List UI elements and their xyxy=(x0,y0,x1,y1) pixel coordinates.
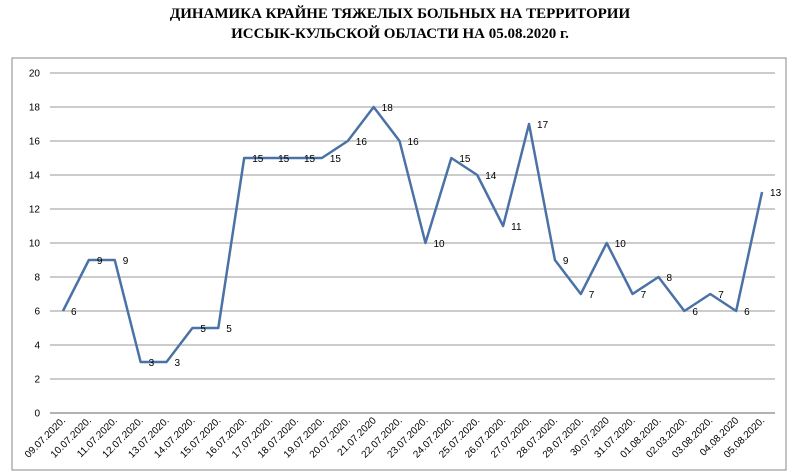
y-tick-label: 0 xyxy=(34,409,40,420)
data-label: 10 xyxy=(433,239,445,250)
data-label: 15 xyxy=(278,154,290,165)
data-label: 5 xyxy=(226,324,232,335)
data-label: 15 xyxy=(330,154,342,165)
data-label: 11 xyxy=(511,222,522,233)
data-label: 17 xyxy=(537,120,549,131)
data-label: 9 xyxy=(97,256,103,267)
data-label: 7 xyxy=(641,290,647,301)
data-label: 16 xyxy=(408,137,420,148)
y-tick-label: 20 xyxy=(29,69,41,80)
chart-title: ИССЫК-КУЛЬСКОЙ ОБЛАСТИ НА 05.08.2020 г. xyxy=(231,25,569,42)
y-tick-label: 14 xyxy=(29,171,41,182)
data-label: 7 xyxy=(589,290,595,301)
chart-title: ДИНАМИКА КРАЙНЕ ТЯЖЕЛЫХ БОЛЬНЫХ НА ТЕРРИ… xyxy=(170,5,631,22)
chart-frame xyxy=(11,57,787,471)
data-label: 7 xyxy=(718,290,724,301)
data-label: 8 xyxy=(666,273,672,284)
y-tick-label: 12 xyxy=(29,205,41,216)
data-label: 18 xyxy=(382,103,394,114)
data-label: 10 xyxy=(615,239,627,250)
data-label: 3 xyxy=(175,358,181,369)
data-label: 9 xyxy=(123,256,129,267)
y-tick-label: 18 xyxy=(29,103,41,114)
data-label: 6 xyxy=(71,307,77,318)
data-label: 14 xyxy=(485,171,497,182)
y-tick-label: 8 xyxy=(34,273,40,284)
y-tick-label: 6 xyxy=(34,307,40,318)
data-label: 13 xyxy=(770,188,782,199)
line xyxy=(61,105,764,364)
data-label: 3 xyxy=(149,358,155,369)
data-label: 15 xyxy=(459,154,471,165)
data-label: 9 xyxy=(563,256,569,267)
data-label: 15 xyxy=(304,154,316,165)
y-tick-label: 16 xyxy=(29,137,41,148)
data-label: 15 xyxy=(252,154,264,165)
data-label: 6 xyxy=(744,307,750,318)
data-label: 6 xyxy=(692,307,698,318)
y-tick-label: 4 xyxy=(34,341,40,352)
y-tick-label: 10 xyxy=(29,239,41,250)
y-tick-label: 2 xyxy=(34,375,40,386)
data-label: 16 xyxy=(356,137,368,148)
data-label: 5 xyxy=(200,324,206,335)
